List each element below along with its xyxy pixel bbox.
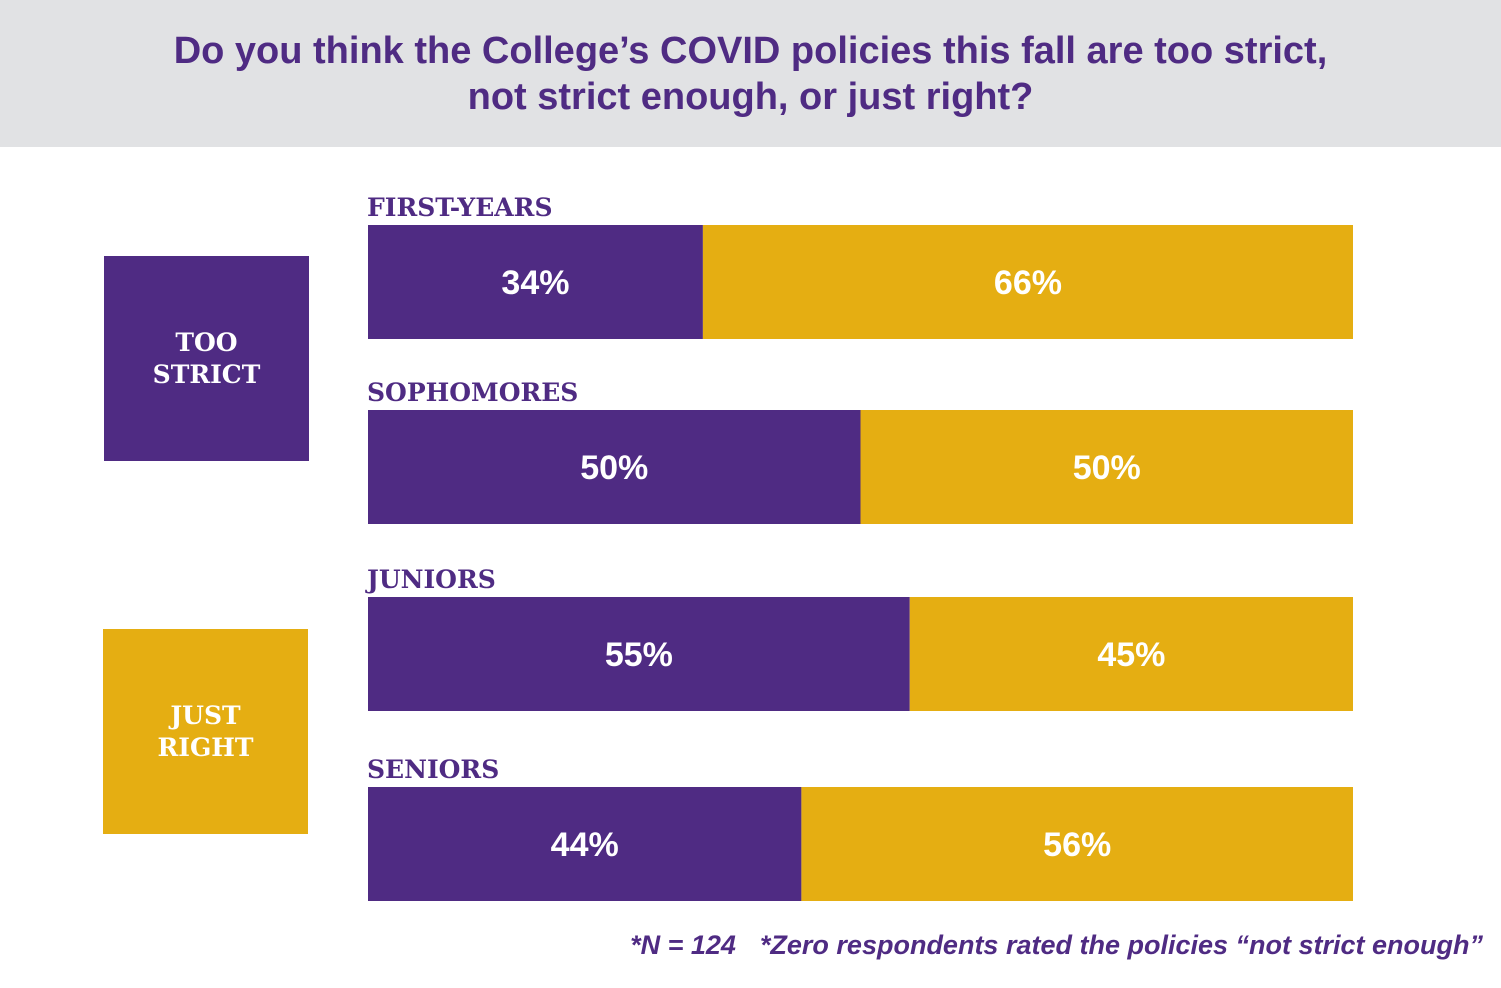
- category-label-juniors: JUNIORS: [365, 565, 496, 594]
- value-label-seniors-too-strict: 44%: [551, 826, 619, 864]
- legend-just-right-label-line-2: RIGHT: [157, 732, 254, 762]
- legend-too-strict-label-line-1: TOO: [175, 327, 238, 357]
- chart-title-bar: Do you think the College’s COVID policie…: [0, 0, 1501, 147]
- value-label-juniors-too-strict: 55%: [605, 636, 673, 674]
- footnote-sample-size: *N = 124: [630, 930, 736, 960]
- legend-just-right: JUST RIGHT: [103, 629, 308, 834]
- bar-sophomores-too-strict: [368, 410, 861, 524]
- bar-seniors-too-strict: [368, 787, 802, 901]
- value-label-sophomores-too-strict: 50%: [580, 449, 648, 487]
- value-label-first-years-too-strict: 34%: [501, 264, 569, 302]
- bar-seniors-just-right: [801, 787, 1353, 901]
- bar-sophomores-just-right: [860, 410, 1353, 524]
- chart-title-line-1: Do you think the College’s COVID policie…: [173, 29, 1328, 72]
- bar-first-years-just-right: [702, 225, 1353, 339]
- bar-first-years-too-strict: [368, 225, 703, 339]
- value-label-first-years-just-right: 66%: [994, 264, 1062, 302]
- value-label-juniors-just-right: 45%: [1097, 636, 1165, 674]
- value-label-sophomores-just-right: 50%: [1073, 449, 1141, 487]
- category-label-seniors: SENIORS: [367, 755, 499, 784]
- legend-just-right-label-line-1: JUST: [170, 700, 241, 730]
- legend-too-strict: TOO STRICT: [104, 256, 309, 461]
- value-label-seniors-just-right: 56%: [1043, 826, 1111, 864]
- bar-juniors-just-right: [909, 597, 1353, 711]
- legend-too-strict-label-line-2: STRICT: [152, 359, 261, 389]
- category-label-sophomores: SOPHOMORES: [367, 378, 578, 407]
- bar-juniors-too-strict: [368, 597, 910, 711]
- chart-title-line-2: not strict enough, or just right?: [467, 75, 1034, 118]
- footnote-note: *Zero respondents rated the policies “no…: [759, 930, 1483, 960]
- category-label-first-years: FIRST-YEARS: [367, 193, 553, 222]
- footnote: *N = 124 *Zero respondents rated the poli…: [630, 930, 1483, 961]
